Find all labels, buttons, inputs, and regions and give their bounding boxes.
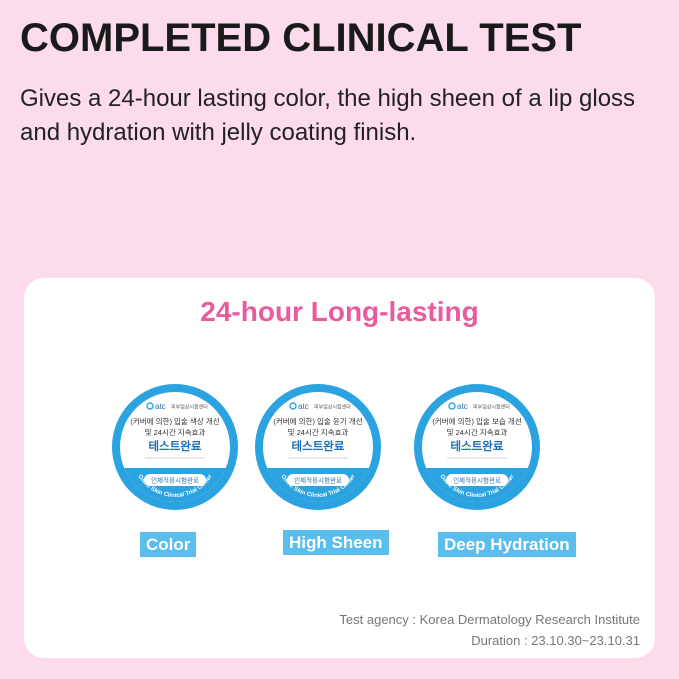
test-agency: Test agency : Korea Dermatology Research…: [339, 612, 640, 627]
test-duration: Duration : 23.10.30~23.10.31: [471, 633, 640, 648]
agency-info: Test agency : Korea Dermatology Research…: [339, 609, 640, 651]
badge-line1: (커버에 의한) 입술 윤기 개선: [273, 416, 362, 426]
badge-label: Deep Hydration: [438, 532, 576, 557]
badge-line3: 테스트완료: [292, 439, 345, 453]
badge-center: 피부임상시험센터: [473, 404, 510, 411]
certification-badge: atc 피부임상시험센터 (커버에 의한) 입술 윤기 개선 및 24시간 지속…: [253, 382, 383, 512]
certification-badge: atc 피부임상시험센터 (커버에 의한) 입술 보습 개선 및 24시간 지속…: [412, 382, 542, 512]
badge-line2: 및 24시간 지속효과: [288, 427, 349, 437]
badge-brand: atc: [457, 402, 468, 411]
test-card: 24-hour Long-lasting atc 피부임상시험센터 (커버에 의…: [24, 278, 655, 658]
badge-brand: atc: [298, 402, 309, 411]
atc-logo-icon: [289, 402, 297, 410]
page-title: COMPLETED CLINICAL TEST: [20, 16, 582, 60]
badge-pill-bg: [287, 474, 349, 486]
badge-line2: 및 24시간 지속효과: [145, 427, 206, 437]
badge-line3: 테스트완료: [451, 439, 504, 453]
subtitle: Gives a 24-hour lasting color, the high …: [20, 85, 636, 146]
badge-line1: (커버에 의한) 입술 색상 개선: [130, 416, 219, 426]
badge-brand: atc: [155, 402, 166, 411]
badge-line1: (커버에 의한) 입술 보습 개선: [432, 416, 521, 426]
atc-logo-icon: [146, 402, 154, 410]
card-title: 24-hour Long-lasting: [200, 296, 479, 327]
badge-label: Color: [140, 532, 197, 557]
badge-center: 피부임상시험센터: [171, 404, 208, 411]
atc-logo-icon: [448, 402, 456, 410]
badge-pill: 인체적용시험완료: [294, 476, 342, 485]
badge-line2: 및 24시간 지속효과: [447, 427, 508, 437]
badge-pill-bg: [144, 474, 206, 486]
badge-pill: 인체적용시험완료: [453, 476, 501, 485]
badge-line3: 테스트완료: [149, 439, 202, 453]
badge-label: High Sheen: [283, 530, 389, 555]
certification-badge: atc 피부임상시험센터 (커버에 의한) 입술 색상 개선 및 24시간 지속…: [110, 382, 240, 512]
badge-center: 피부임상시험센터: [314, 404, 351, 411]
badge-pill-bg: [446, 474, 508, 486]
badge-pill: 인체적용시험완료: [151, 476, 199, 485]
